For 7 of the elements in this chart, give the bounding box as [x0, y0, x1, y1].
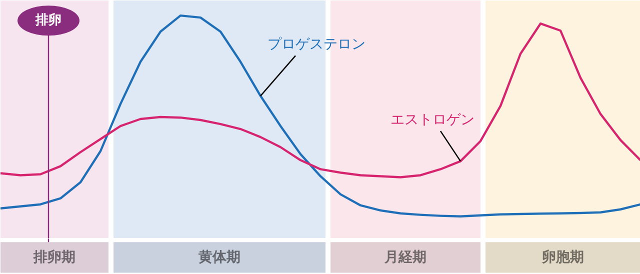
annotation: 排卵 [34, 12, 62, 28]
text: 排卵期 [32, 250, 76, 266]
text: 黄体期 [198, 250, 240, 266]
text: 月経期 [384, 250, 426, 266]
series-label: プロゲステロン [268, 36, 366, 53]
series-label: エストロゲン [390, 112, 474, 128]
text: 卵胞期 [541, 250, 584, 266]
